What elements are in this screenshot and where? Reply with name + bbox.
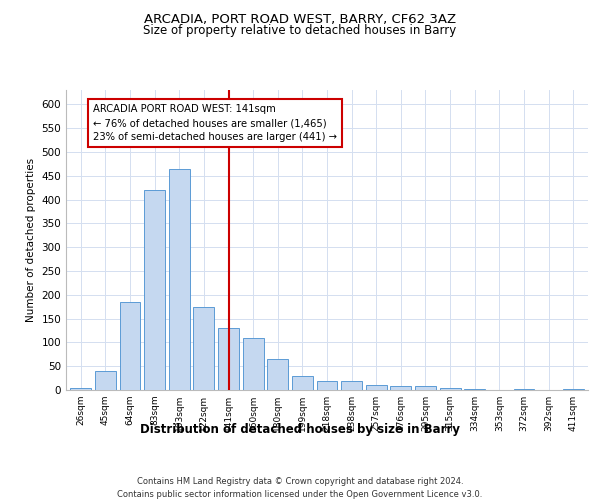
Text: Distribution of detached houses by size in Barry: Distribution of detached houses by size … [140,422,460,436]
Bar [144,190,165,390]
Bar [317,382,337,390]
Text: ARCADIA PORT ROAD WEST: 141sqm
← 76% of detached houses are smaller (1,465)
23% : ARCADIA PORT ROAD WEST: 141sqm ← 76% of … [93,104,337,142]
Text: Size of property relative to detached houses in Barry: Size of property relative to detached ho… [143,24,457,37]
Bar [119,302,140,390]
Text: Contains HM Land Registry data © Crown copyright and database right 2024.: Contains HM Land Registry data © Crown c… [137,478,463,486]
Text: Contains public sector information licensed under the Open Government Licence v3: Contains public sector information licen… [118,490,482,499]
Bar [292,376,313,390]
Text: ARCADIA, PORT ROAD WEST, BARRY, CF62 3AZ: ARCADIA, PORT ROAD WEST, BARRY, CF62 3AZ [144,12,456,26]
Bar [218,328,239,390]
Bar [242,338,263,390]
Bar [415,386,436,390]
Bar [514,388,535,390]
Bar [366,385,387,390]
Bar [440,388,461,390]
Bar [95,371,116,390]
Bar [267,359,288,390]
Bar [169,168,190,390]
Bar [464,388,485,390]
Bar [70,388,91,390]
Bar [391,386,412,390]
Bar [563,388,584,390]
Bar [341,382,362,390]
Bar [193,306,214,390]
Y-axis label: Number of detached properties: Number of detached properties [26,158,36,322]
